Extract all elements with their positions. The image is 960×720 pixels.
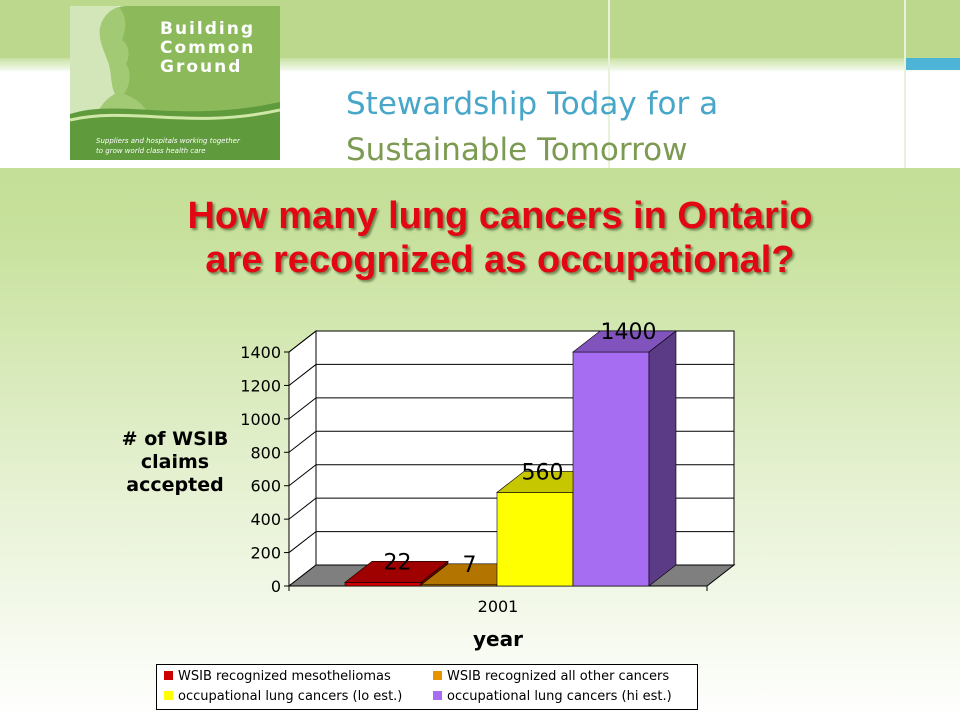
y-axis-label: # of WSIB claims accepted xyxy=(100,428,250,497)
slide-title-line2: are recognized as occupational? xyxy=(205,239,795,281)
logo-tagline-line: to grow world class health care xyxy=(96,147,206,155)
header-divider xyxy=(608,0,610,168)
data-label-wsib-recognized-mesotheliomas: 22 xyxy=(384,550,412,575)
header-tagline-line1: Stewardship Today for a xyxy=(346,86,719,122)
legend-item-hi-est: occupational lung cancers (hi est.) xyxy=(433,689,672,705)
data-label-occupational-lung-cancers-lo-est: 560 xyxy=(522,460,564,485)
legend-swatch xyxy=(433,691,442,700)
y-axis-label-line: # of WSIB xyxy=(121,428,229,450)
bar-side-occupational-lung-cancers-hi-est xyxy=(648,330,677,587)
legend-label: occupational lung cancers (hi est.) xyxy=(447,689,672,704)
gridline xyxy=(288,330,734,353)
faces-icon xyxy=(70,6,280,160)
logo-line: Common xyxy=(160,38,256,58)
y-tick-label: 200 xyxy=(250,544,281,563)
logo-title: Building Common Ground xyxy=(160,20,278,77)
legend-label: occupational lung cancers (lo est.) xyxy=(178,689,403,704)
y-axis-label-line: accepted xyxy=(126,474,224,496)
logo-line: Building xyxy=(160,19,255,39)
x-axis-title: year xyxy=(473,627,523,651)
legend-item-other-cancers: WSIB recognized all other cancers xyxy=(433,669,669,685)
y-tick-label: 400 xyxy=(250,510,281,529)
data-label-occupational-lung-cancers-hi-est: 1400 xyxy=(601,320,657,345)
building-common-ground-logo: Building Common Ground Suppliers and hos… xyxy=(70,6,280,160)
y-tick-label: 800 xyxy=(250,443,281,462)
y-tick-label: 1400 xyxy=(240,343,281,362)
slide-title-line1: How many lung cancers in Ontario xyxy=(187,195,813,237)
bar-front-wsib-recognized-mesotheliomas xyxy=(344,582,422,587)
header-tagline-line2: Sustainable Tomorrow xyxy=(346,132,688,168)
slide-title: How many lung cancers in Ontario are rec… xyxy=(60,194,940,282)
legend-swatch xyxy=(164,671,173,680)
legend-swatch xyxy=(164,691,173,700)
legend-swatch xyxy=(433,671,442,680)
legend-item-mesotheliomas: WSIB recognized mesotheliomas xyxy=(164,669,391,685)
legend-item-lo-est: occupational lung cancers (lo est.) xyxy=(164,689,402,705)
legend-label: WSIB recognized all other cancers xyxy=(447,669,670,684)
bar-front-occupational-lung-cancers-lo-est xyxy=(496,492,574,587)
x-category-label: 2001 xyxy=(478,597,519,616)
y-tick-label: 0 xyxy=(271,577,281,596)
y-tick-label: 1200 xyxy=(240,376,281,395)
data-label-wsib-recognized-all-other-cancers: 7 xyxy=(463,553,477,578)
logo-line: Ground xyxy=(160,57,243,77)
y-tick-label: 600 xyxy=(250,477,281,496)
legend-label: WSIB recognized mesotheliomas xyxy=(178,669,391,684)
bar-front-occupational-lung-cancers-hi-est xyxy=(572,351,650,587)
y-axis-label-line: claims xyxy=(140,451,210,473)
logo-tagline-line: Suppliers and hospitals working together xyxy=(96,137,240,145)
logo-tagline: Suppliers and hospitals working together… xyxy=(96,136,276,156)
bar-chart: 0 200 400 600 800 1000 1200 1400 22 7 560 1400 2001 y… xyxy=(240,320,736,651)
chart-side-wall xyxy=(288,329,317,588)
header-accent xyxy=(906,58,960,70)
chart-legend: WSIB recognized mesotheliomas WSIB recog… xyxy=(156,664,698,710)
header-divider xyxy=(904,0,906,168)
y-tick-label: 1000 xyxy=(240,410,281,429)
